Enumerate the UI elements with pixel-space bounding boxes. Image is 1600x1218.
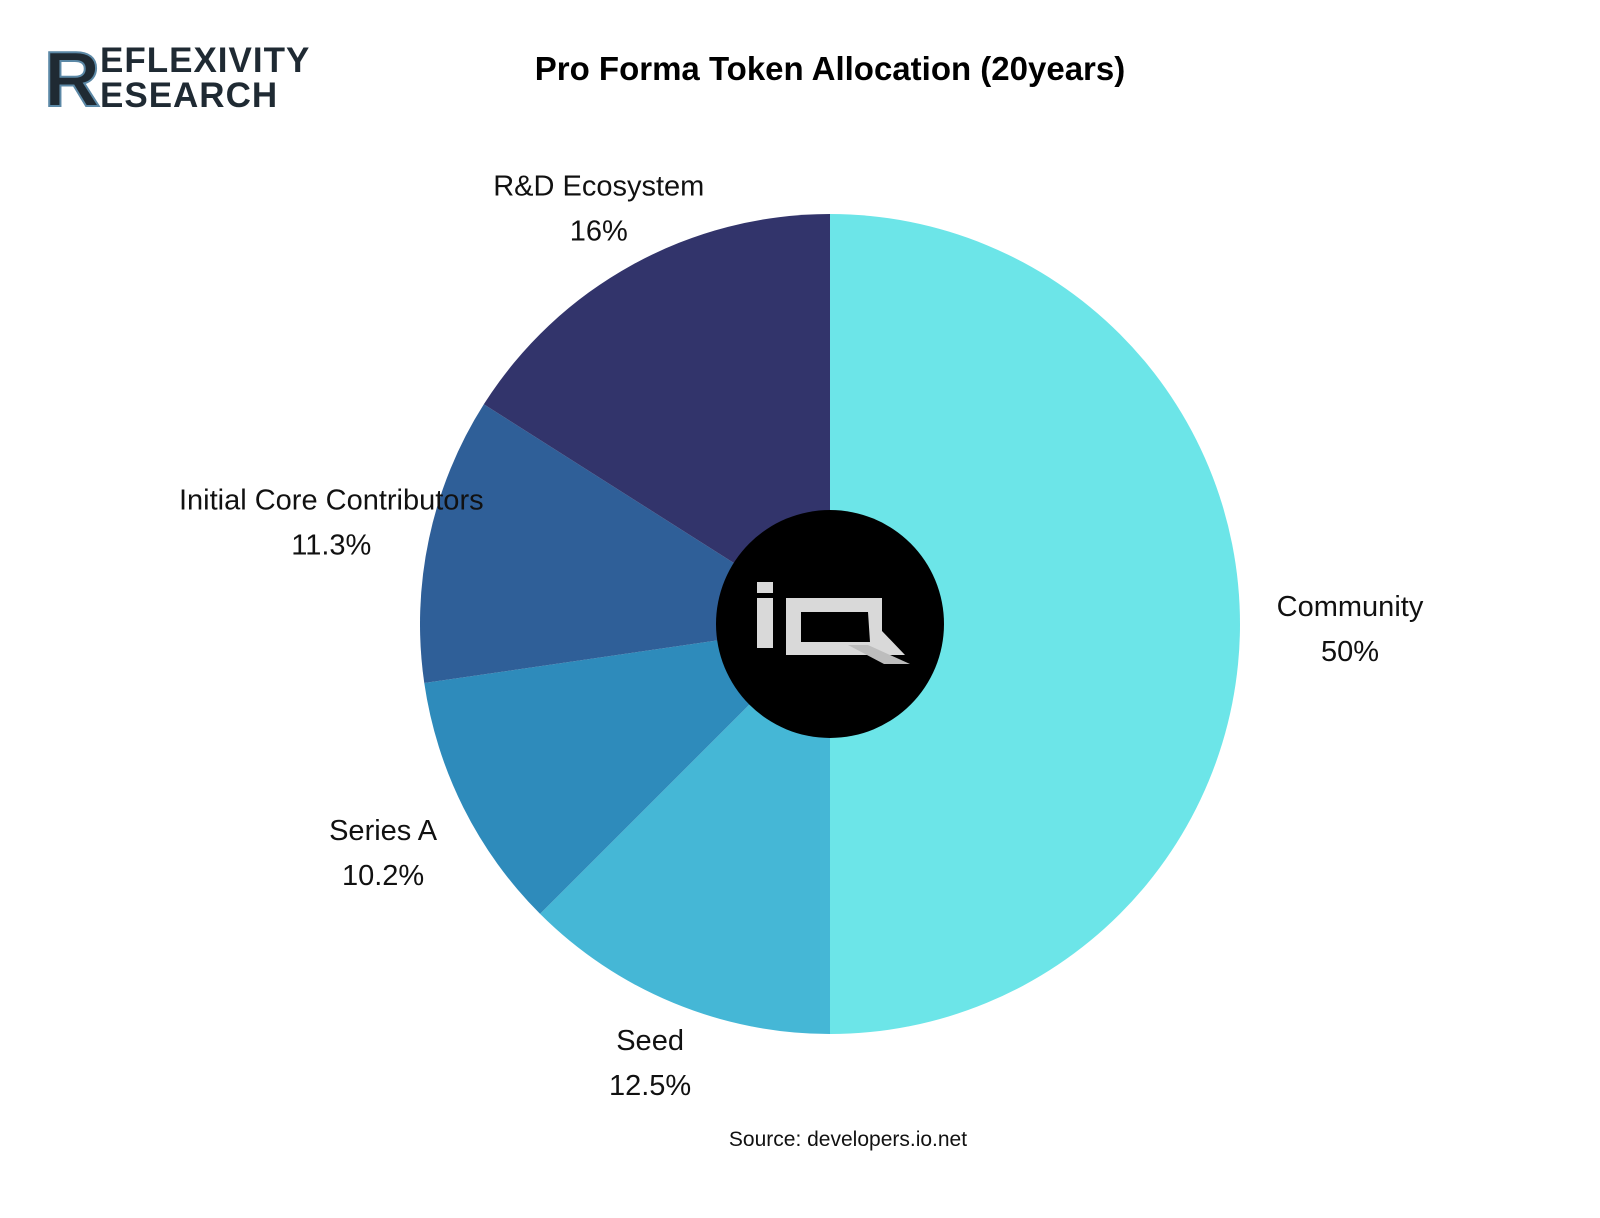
slice-label-value: 50% (1321, 636, 1379, 668)
slice-label-value: 12.5% (609, 1070, 691, 1102)
slice-label-name: R&D Ecosystem (493, 170, 704, 202)
pie-slice-r-d-ecosystem (483, 213, 830, 624)
pie-labels: Community 50% Seed 12.5% Series A 10.2% Initia… (179, 170, 1424, 1102)
logo-line-2: ESEARCH (100, 76, 278, 115)
pie-slice-seed (540, 624, 830, 1034)
slice-label-name: Community (1277, 591, 1424, 623)
slice-label-name: Initial Core Contributors (179, 484, 484, 516)
chart-title: Pro Forma Token Allocation (20years) (535, 50, 1126, 87)
slice-label-name: Series A (329, 815, 438, 847)
slice-label-value: 10.2% (342, 860, 424, 892)
logo-line-1: EFLEXIVITY (100, 41, 310, 80)
slice-label-value: 11.3% (291, 529, 371, 561)
io-net-logo-icon (757, 582, 910, 664)
reflexivity-research-logo: R EFLEXIVITY ESEARCH (43, 34, 310, 124)
pie-slice-series-a (424, 624, 830, 914)
logo-initial: R (44, 35, 100, 123)
pie-slice-community (830, 214, 1240, 1034)
slice-label-name: Seed (616, 1025, 684, 1057)
slice-label-value: 16% (570, 215, 628, 247)
center-logo (716, 510, 944, 738)
center-logo-circle (716, 510, 944, 738)
source-note: Source: developers.io.net (729, 1128, 967, 1151)
